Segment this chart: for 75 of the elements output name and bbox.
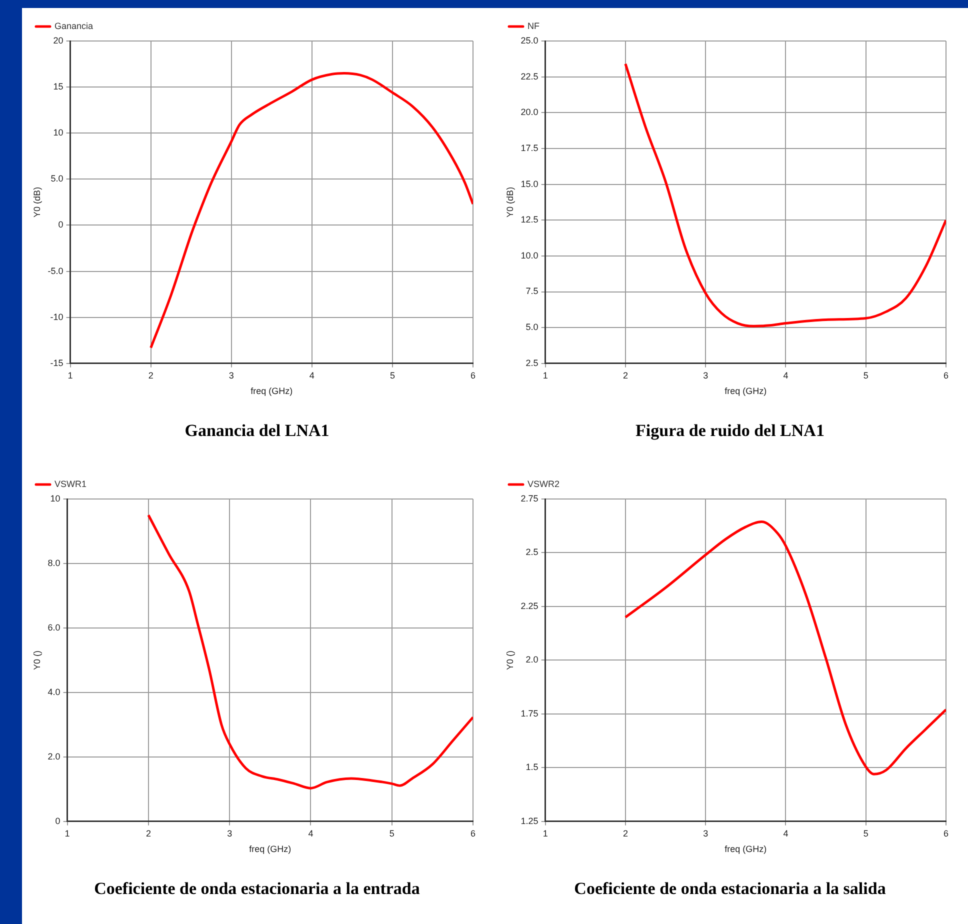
- y-tick-label: -10: [50, 312, 63, 322]
- x-tick-label: 2: [622, 828, 628, 838]
- x-tick-label: 6: [470, 828, 476, 838]
- x-tick-label: 1: [542, 828, 548, 838]
- y-tick-label: 7.5: [525, 286, 538, 296]
- y-tick-label: 15: [52, 82, 63, 92]
- y-tick-label: 15.0: [520, 178, 538, 189]
- y-axis-title: Y0 (): [504, 650, 514, 670]
- x-tick-label: 6: [942, 370, 948, 380]
- y-tick-label: 5.0: [525, 322, 538, 332]
- y-axis-title: Y0 (): [31, 650, 42, 670]
- line-series: [146, 514, 472, 790]
- y-tick-label: 2.5: [525, 358, 538, 368]
- x-tick-label: 2: [145, 828, 150, 838]
- y-tick-label: 2.5: [525, 547, 538, 558]
- y-tick-label: 1.5: [525, 762, 538, 772]
- x-tick-label: 6: [470, 370, 476, 380]
- y-tick-label: 6.0: [47, 622, 60, 632]
- x-tick-label: 6: [942, 828, 948, 838]
- y-tick-label: 1.75: [520, 708, 538, 718]
- y-tick-label: 12.5: [520, 214, 538, 225]
- x-tick-label: 5: [862, 828, 868, 838]
- legend-label: NF: [527, 20, 540, 31]
- y-tick-label: 0: [58, 220, 63, 230]
- text: Coeficiente de onda estacionaria a la entrada: [94, 879, 420, 899]
- y-axis-title: Y0 (dB): [31, 186, 42, 218]
- y-tick-label: 4.0: [47, 686, 60, 697]
- y-tick-label: 2.25: [520, 600, 538, 611]
- y-tick-label: 10.0: [520, 250, 538, 260]
- y-tick-label: 0: [54, 816, 60, 826]
- y-tick-label: 2.0: [47, 751, 60, 762]
- y-tick-label: 5.0: [50, 174, 63, 184]
- y-tick-label: 2.75: [520, 493, 538, 504]
- legend-label: VSWR2: [527, 478, 560, 489]
- x-axis-title: freq (GHz): [248, 844, 291, 854]
- y-axis-title: Y0 (dB): [504, 186, 514, 218]
- text: Ganancia del LNA1: [184, 421, 330, 441]
- x-tick-label: 3: [226, 828, 232, 838]
- y-tick-label: 17.5: [520, 142, 538, 153]
- x-tick-label: 2: [148, 370, 153, 380]
- y-tick-label: -15: [50, 358, 63, 368]
- x-tick-label: 5: [389, 370, 394, 380]
- y-tick-label: 2.0: [525, 654, 538, 665]
- y-tick-label: 20.0: [520, 107, 538, 118]
- x-tick-label: 4: [308, 828, 313, 838]
- y-tick-label: 1.25: [520, 816, 538, 826]
- y-tick-label: 22.5: [520, 71, 538, 82]
- line-series: [624, 520, 946, 776]
- x-tick-label: 5: [862, 370, 868, 380]
- legend-label: VSWR1: [54, 478, 86, 489]
- x-tick-label: 4: [782, 370, 788, 380]
- x-tick-label: 1: [67, 370, 72, 380]
- y-tick-label: 10: [52, 128, 63, 138]
- y-tick-label: 8.0: [47, 558, 60, 568]
- line-series: [624, 62, 946, 328]
- x-tick-label: 3: [702, 370, 708, 380]
- y-tick-label: 20: [52, 35, 63, 46]
- x-tick-label: 3: [228, 370, 234, 380]
- x-tick-label: 2: [622, 370, 628, 380]
- x-axis-title: freq (GHz): [250, 386, 292, 396]
- text: Figura de ruido del LNA1: [636, 421, 824, 441]
- x-axis-title: freq (GHz): [724, 386, 766, 396]
- x-tick-label: 1: [542, 370, 548, 380]
- line-series: [149, 72, 472, 349]
- x-tick-label: 4: [308, 370, 314, 380]
- y-tick-label: 10: [50, 493, 60, 504]
- x-tick-label: 1: [64, 828, 70, 838]
- x-axis-title: freq (GHz): [724, 844, 766, 854]
- legend-label: Ganancia: [54, 20, 93, 31]
- y-tick-label: -5.0: [47, 266, 63, 276]
- y-tick-label: 25.0: [520, 35, 538, 46]
- x-tick-label: 4: [782, 828, 788, 838]
- x-tick-label: 5: [388, 828, 394, 838]
- text: Coeficiente de onda estacionaria a la salida: [574, 879, 886, 899]
- x-tick-label: 3: [702, 828, 708, 838]
